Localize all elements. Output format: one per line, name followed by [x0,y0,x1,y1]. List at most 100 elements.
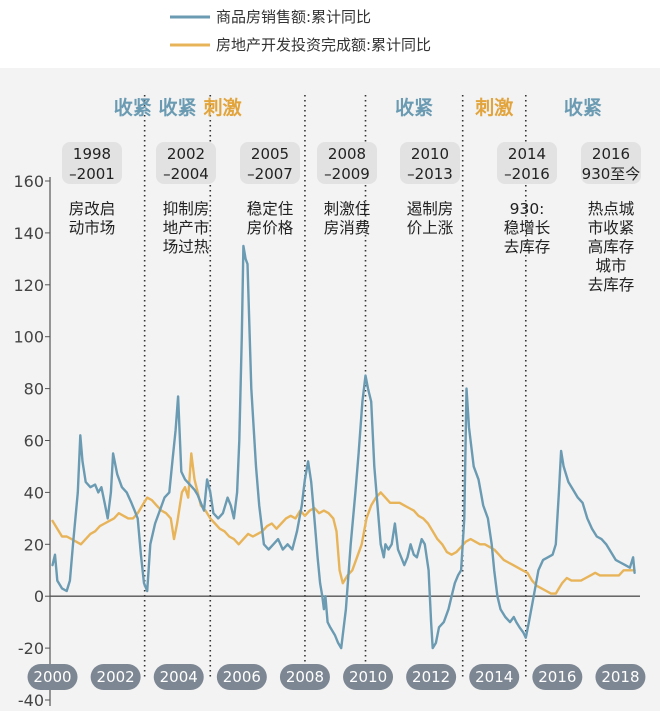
x-tick: 2012 [406,664,457,690]
period-range: –2013 [407,165,453,183]
phase-markers: 收紧 收紧 刺激 收紧 刺激 收紧 [114,95,602,680]
x-tick-label: 2008 [286,668,324,686]
legend-label-1: 商品房销售额:累计同比 [216,8,371,26]
period-description: 稳增长 [504,219,551,237]
x-tick-label: 2014 [475,668,513,686]
x-tick: 2006 [216,664,267,690]
period-description: 刺激住 [324,200,371,218]
x-tick-label: 2012 [412,668,450,686]
phase-label: 收紧 [158,96,196,119]
period-range: 2005 [251,145,289,163]
x-tick-badge [343,664,394,690]
period-range: –2016 [504,165,550,183]
x-tick-label: 2000 [33,668,71,686]
phase-label: 收紧 [564,96,602,119]
period-description: 遏制房 [407,200,454,218]
period-range: –2007 [247,165,293,183]
period-description: 房改启 [69,200,116,218]
period-range: 2008 [328,145,366,163]
y-tick-label: 80 [24,380,44,399]
period-range: 2010 [411,145,449,163]
phase-label: 刺激 [475,96,513,119]
period-range: –2009 [324,165,370,183]
period-badge [581,142,641,184]
x-tick-badge [90,664,141,690]
y-axis: -40 -20 0 20 40 60 80 100 120 140 160 [13,172,51,710]
y-tick-label: 0 [34,587,44,606]
period-range: 930至今 [582,165,641,183]
period-description: 抑制房 [163,200,210,218]
x-tick-badge [216,664,267,690]
period-range: 2016 [592,145,630,163]
phase-label: 收紧 [395,96,433,119]
x-tick-badge [406,664,457,690]
series-line-2 [51,452,636,595]
period-badge [400,142,460,184]
period-description: 去库存 [588,276,635,294]
y-tick-label: -40 [18,691,44,710]
period-badge [240,142,300,184]
x-tick: 2016 [532,664,583,690]
period-range: 2014 [508,145,546,163]
x-tick-label: 2010 [349,668,387,686]
y-tick-label: 40 [24,483,44,502]
y-tick-label: 60 [24,432,44,451]
period-description: 高库存 [588,238,635,256]
x-tick-badge [153,664,204,690]
period-range: 2002 [167,145,205,163]
period-description: 热点城 [588,200,635,218]
period-range: 1998 [73,145,111,163]
x-tick-badge [532,664,583,690]
period-description: 动市场 [69,219,116,237]
x-tick-badge [279,664,330,690]
x-tick: 2004 [153,664,204,690]
period-description: 房消费 [324,219,371,237]
x-tick-label: 2004 [160,668,198,686]
x-tick-label: 2002 [97,668,135,686]
x-tick-badge [595,664,646,690]
x-tick: 2010 [343,664,394,690]
x-tick-label: 2018 [601,668,639,686]
period-badge [156,142,216,184]
series-line-1 [51,244,636,650]
x-tick: 2018 [595,664,646,690]
x-tick-label: 2016 [538,668,576,686]
period-badge [497,142,557,184]
legend-label-2: 房地产开发投资完成额:累计同比 [216,36,431,54]
period-description: 去库存 [504,238,551,256]
legend-area [0,0,660,68]
x-tick-badge [469,664,520,690]
x-axis: 2000 2002 2004 2006 2008 2010 2012 2014 2016 2018 [27,664,646,690]
x-tick: 2008 [279,664,330,690]
x-tick: 2000 [27,664,78,690]
y-tick-label: 120 [13,276,44,295]
period-description: 地产市 [163,219,210,237]
period-range: –2004 [163,165,209,183]
y-tick-label: 20 [24,535,44,554]
period-description: 城市 [595,257,626,275]
period-description: 市收紧 [588,219,635,237]
period-description: 稳定住 [247,200,294,218]
x-tick: 2002 [90,664,141,690]
phase-label: 刺激 [204,96,242,119]
period-description: 930: [510,200,545,218]
period-badge [62,142,122,184]
y-tick-label: 140 [13,224,44,243]
x-tick-label: 2006 [223,668,261,686]
x-tick-badge [27,664,78,690]
period-badge [317,142,377,184]
period-range: –2001 [69,165,115,183]
y-tick-label: 100 [13,328,44,347]
period-description: 价上涨 [407,219,454,237]
y-tick-label: -20 [18,639,44,658]
